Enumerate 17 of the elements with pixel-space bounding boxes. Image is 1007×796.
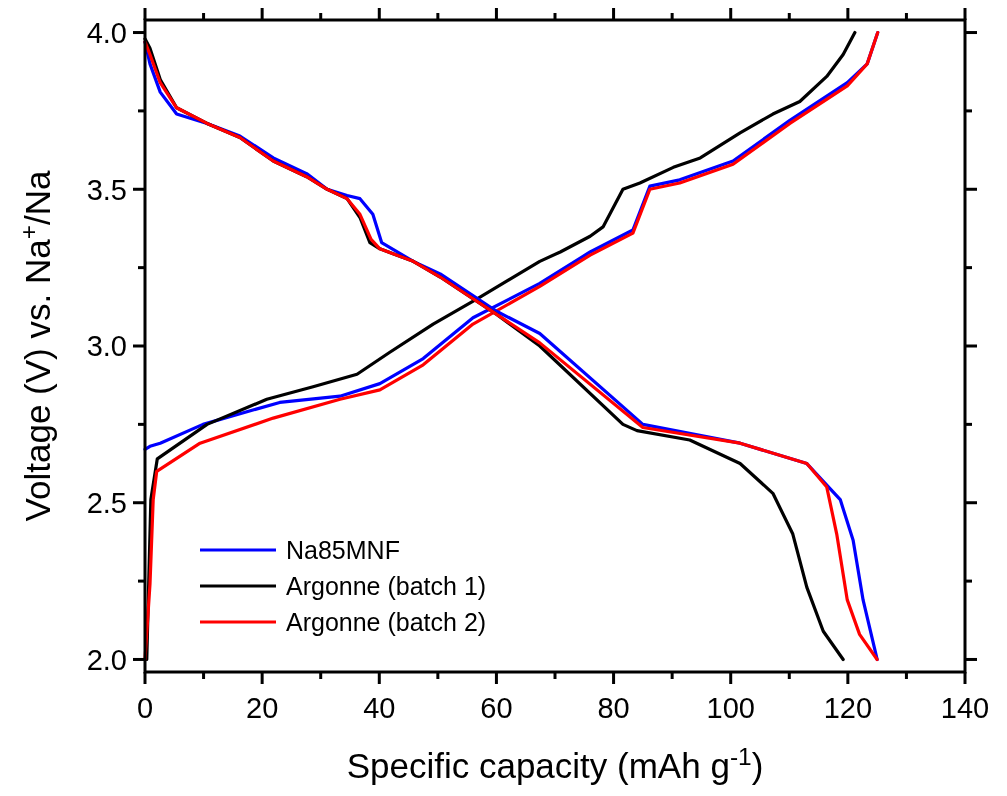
y-tick-label: 2.0: [86, 643, 127, 676]
x-tick-label: 0: [136, 692, 154, 724]
x-tick-label: 140: [940, 692, 990, 724]
x-tick-label: 60: [480, 692, 513, 724]
y-tick-label: 4.0: [86, 16, 127, 49]
x-tick-label: 80: [597, 692, 630, 724]
x-tick-label: 120: [823, 692, 873, 724]
x-tick-label: 40: [363, 692, 396, 724]
legend-label: Argonne (batch 1): [286, 572, 487, 600]
y-tick-label: 3.0: [86, 330, 127, 363]
x-tick-label: 100: [706, 692, 755, 724]
x-axis-title: Specific capacity (mAh g$^{-1}$): [346, 742, 764, 785]
legend-label: Argonne (batch 2): [286, 608, 487, 636]
y-tick-label: 2.5: [86, 487, 127, 520]
y-tick-label: 3.5: [86, 173, 127, 206]
x-tick-label: 20: [246, 692, 279, 724]
legend-label: Na85MNF: [286, 536, 400, 564]
